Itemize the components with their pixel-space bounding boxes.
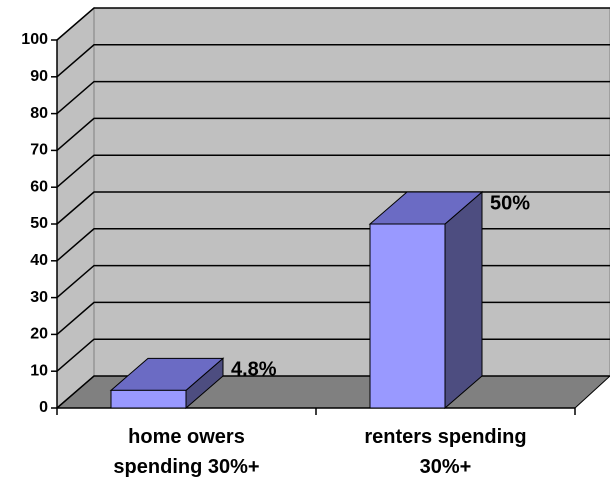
grid-line <box>56 80 610 115</box>
y-tick-label: 100 <box>21 31 48 48</box>
value-label: 50% <box>490 192 530 214</box>
y-tick-label: 0 <box>39 399 48 416</box>
y-tick-label: 20 <box>30 326 48 343</box>
value-label: 4.8% <box>231 359 277 381</box>
x-tick-label: renters spending 30%+ <box>364 426 527 478</box>
grid-line <box>56 117 610 151</box>
y-tick-label: 60 <box>30 178 48 195</box>
y-tick-label: 40 <box>30 252 48 269</box>
y-tick-label: 10 <box>30 362 48 379</box>
bar <box>110 389 187 409</box>
x-tick-label: home owers spending 30%+ <box>113 426 260 478</box>
y-tick-label: 70 <box>30 142 48 159</box>
bar <box>369 223 446 409</box>
y-tick-label: 50 <box>30 215 48 232</box>
grid-line <box>56 154 610 188</box>
y-tick-label: 90 <box>30 68 48 85</box>
bar-side <box>444 190 483 410</box>
grid-line <box>56 7 610 41</box>
y-tick-label: 80 <box>30 105 48 122</box>
y-tick-label: 30 <box>30 289 48 306</box>
grid-line <box>56 44 610 78</box>
